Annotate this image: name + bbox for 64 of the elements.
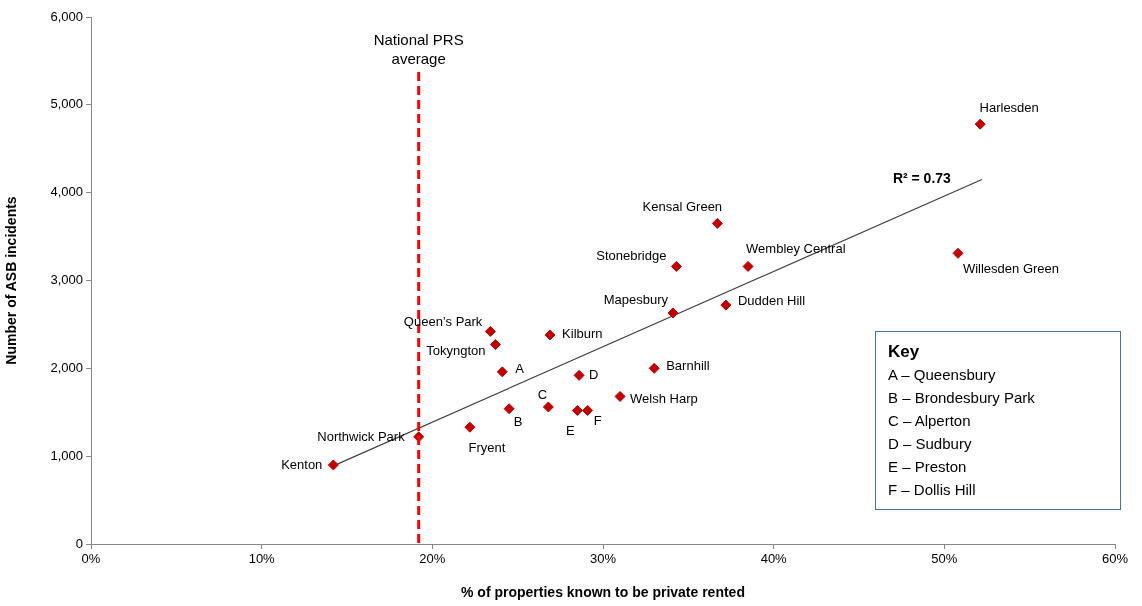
x-tick-label: 20% xyxy=(419,551,446,567)
point xyxy=(720,299,732,311)
annotation: Harlesden xyxy=(979,99,1039,115)
annotation: B – Brondesbury Park xyxy=(888,388,1036,408)
annotation: Welsh Harp xyxy=(630,391,698,407)
point xyxy=(571,404,583,416)
point xyxy=(496,366,508,378)
annotation: Key xyxy=(888,341,921,363)
annotation: Stonebridge xyxy=(596,248,667,264)
annotation: C xyxy=(537,386,548,402)
annotation: R² = 0.73 xyxy=(892,170,952,187)
point xyxy=(544,329,556,341)
point xyxy=(711,217,723,229)
annotation: A – Queensbury xyxy=(888,365,997,385)
x-tick-label: 0% xyxy=(81,551,101,567)
y-tick-label: 1,000 xyxy=(50,447,83,463)
point xyxy=(952,247,964,259)
point xyxy=(489,339,501,351)
y-tick-label: 4,000 xyxy=(50,184,83,200)
annotation: Mapesbury xyxy=(603,291,669,307)
x-tick-label: 30% xyxy=(589,551,617,567)
annotation: Tokyngton xyxy=(426,343,486,359)
y-tick-label: 5,000 xyxy=(50,96,83,112)
point xyxy=(484,325,496,337)
point xyxy=(464,421,476,433)
annotation: B xyxy=(513,414,523,430)
point xyxy=(648,362,660,374)
annotation: Dudden Hill xyxy=(737,292,806,308)
annotation: D xyxy=(589,366,599,382)
y-tick-label: 6,000 xyxy=(50,8,83,24)
annotation: E – Preston xyxy=(888,457,968,477)
x-tick-label: 10% xyxy=(248,551,276,567)
annotation: Fryent xyxy=(468,439,506,455)
annotation: E xyxy=(566,423,576,439)
point xyxy=(327,459,339,471)
point xyxy=(670,260,682,272)
ref-line-label: National PRS average xyxy=(373,31,464,68)
point xyxy=(503,403,515,415)
annotation: Queen’s Park xyxy=(403,314,483,330)
x-tick-label: 60% xyxy=(1101,551,1129,567)
annotation: Willesden Green xyxy=(962,260,1060,276)
x-tick-label: 50% xyxy=(931,551,958,567)
annotation: A xyxy=(515,361,525,377)
y-axis-title: Number of ASB incidents xyxy=(3,196,20,365)
x-tick-label: 40% xyxy=(760,551,788,567)
annotation: Kensal Green xyxy=(642,198,723,214)
annotation: Barnhill xyxy=(666,357,710,373)
point xyxy=(974,118,986,130)
y-tick-label: 0 xyxy=(75,535,83,551)
y-tick-label: 2,000 xyxy=(50,359,83,375)
annotation: C – Alperton xyxy=(888,411,972,431)
annotation: Kilburn xyxy=(562,325,603,341)
point xyxy=(573,369,585,381)
point xyxy=(614,390,626,402)
point xyxy=(667,307,679,319)
y-tick-label: 3,000 xyxy=(50,272,83,288)
x-axis-title: % of properties known to be private rented xyxy=(461,584,745,601)
annotation: Kenton xyxy=(281,456,323,472)
annotation: F xyxy=(593,413,602,429)
annotation: F – Dollis Hill xyxy=(888,480,977,500)
point xyxy=(742,260,754,272)
point xyxy=(582,404,594,416)
annotation: D – Sudbury xyxy=(888,434,973,454)
point xyxy=(542,401,554,413)
